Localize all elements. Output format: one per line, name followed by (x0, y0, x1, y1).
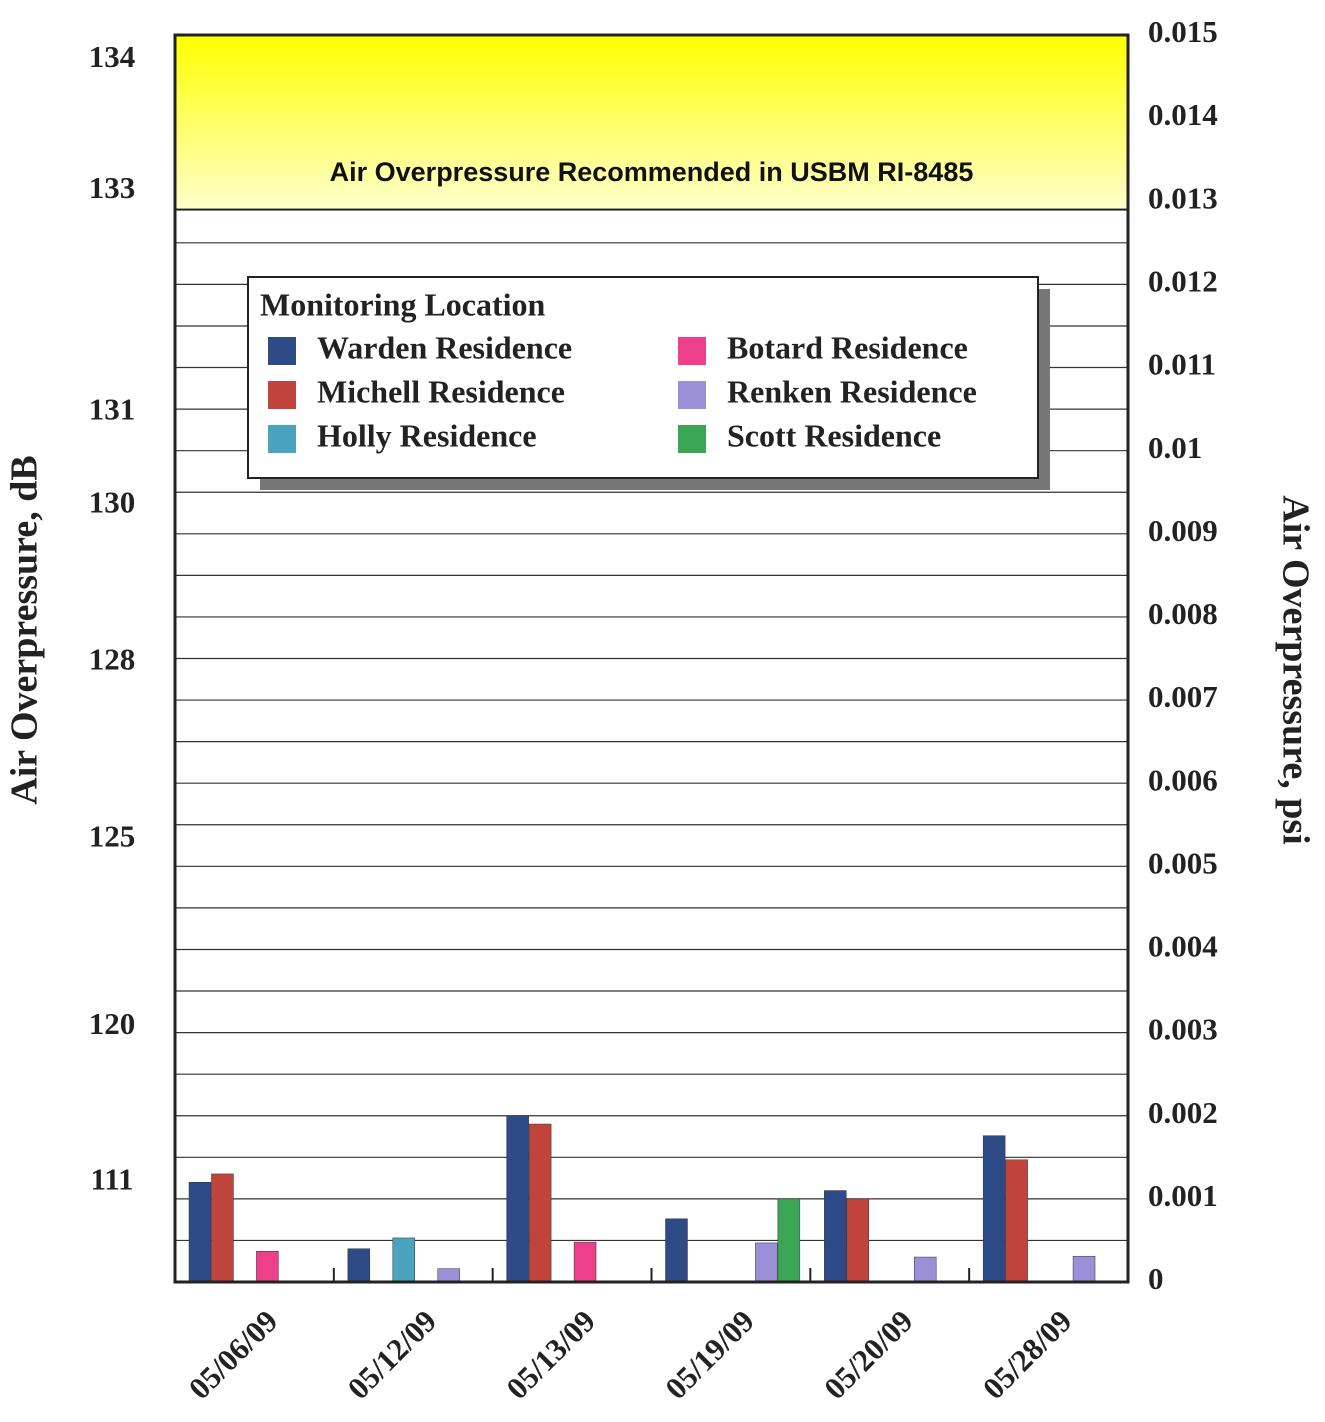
y-tick-label: 0.013 (1148, 180, 1218, 215)
legend-swatch (268, 381, 296, 409)
y-tick-label: 0.014 (1148, 97, 1218, 132)
x-tick-label: 05/13/09 (499, 1303, 602, 1406)
bar (846, 1198, 870, 1283)
legend-title: Monitoring Location (260, 286, 546, 322)
legend-label: Botard Residence (727, 329, 968, 365)
y-tick-label: 0.002 (1148, 1095, 1218, 1130)
legend-swatch (268, 337, 296, 365)
bar (1072, 1255, 1096, 1283)
bar (528, 1123, 552, 1283)
y-tick-label: 0.01 (1148, 430, 1202, 465)
bar (347, 1248, 371, 1283)
y2-tick-label: 128 (89, 642, 136, 677)
legend-swatch (678, 425, 706, 453)
legend-swatch (268, 425, 296, 453)
y2-tick-label: 134 (89, 39, 136, 74)
bar (256, 1250, 279, 1283)
y2-tick-label: 120 (89, 1006, 136, 1041)
bar (506, 1115, 529, 1283)
x-tick-label: 05/28/09 (976, 1303, 1079, 1406)
y-axis-title-right: Air Overpressure, psi (1274, 495, 1316, 844)
bar (913, 1256, 937, 1283)
plot-frame (173, 33, 1130, 1284)
legend-label: Scott Residence (727, 417, 941, 453)
legend-label: Holly Residence (317, 417, 537, 453)
y-tick-label: 0.007 (1148, 679, 1218, 714)
bar (188, 1181, 212, 1283)
y-tick-label: 0.012 (1148, 264, 1218, 299)
y2-tick-label: 111 (90, 1162, 133, 1197)
bar (573, 1241, 597, 1283)
y-tick-label: 0.005 (1148, 845, 1218, 880)
y2-tick-label: 130 (89, 485, 136, 520)
y-tick-label: 0.009 (1148, 513, 1218, 548)
x-tick-label: 05/19/09 (658, 1303, 761, 1406)
y2-tick-label: 125 (89, 818, 136, 853)
y-tick-label: 0.008 (1148, 596, 1218, 631)
bar (777, 1198, 801, 1283)
y-axis-title: Air Overpressure, dB (4, 455, 46, 804)
bar (755, 1242, 778, 1283)
legend-label: Michell Residence (317, 373, 565, 409)
legend-label: Warden Residence (317, 329, 572, 365)
bar (665, 1218, 688, 1283)
x-tick-label: 05/20/09 (817, 1303, 920, 1406)
x-tick-label: 05/12/09 (341, 1303, 444, 1406)
y-tick-label: 0.003 (1148, 1012, 1218, 1047)
bar (392, 1237, 415, 1283)
bar (982, 1135, 1006, 1283)
y2-tick-label: 131 (89, 392, 136, 427)
y-tick-label: 0.006 (1148, 762, 1218, 797)
bar (1005, 1159, 1028, 1283)
y2-tick-label: 133 (89, 170, 136, 205)
legend-swatch (678, 337, 706, 365)
legend (247, 276, 1039, 479)
legend-swatch (678, 381, 706, 409)
bar (824, 1190, 847, 1283)
y-tick-label: 0.015 (1148, 14, 1218, 49)
y-tick-label: 0.004 (1148, 929, 1218, 964)
bar (211, 1173, 234, 1283)
threshold-label: Air Overpressure Recommended in USBM RI-… (330, 157, 974, 187)
bar (437, 1268, 460, 1283)
y-tick-label: 0 (1148, 1261, 1164, 1296)
legend-label: Renken Residence (727, 373, 977, 409)
threshold-band (174, 34, 1129, 211)
x-tick-label: 05/06/09 (182, 1303, 285, 1406)
y-tick-label: 0.011 (1148, 347, 1216, 382)
y-tick-label: 0.001 (1148, 1178, 1218, 1213)
